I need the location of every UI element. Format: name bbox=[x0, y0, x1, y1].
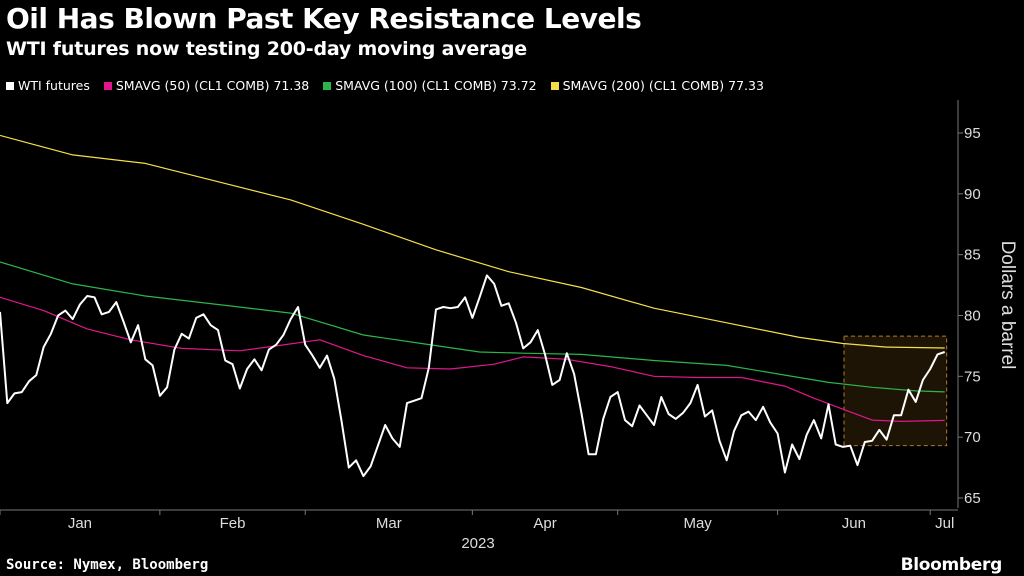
x-tick-label: Jan bbox=[68, 515, 92, 532]
legend-label-wti: WTI futures bbox=[18, 78, 90, 93]
legend-item-wti: WTI futures bbox=[6, 78, 90, 93]
y-tick-label: 80 bbox=[964, 308, 981, 325]
y-tick-label: 75 bbox=[964, 368, 981, 385]
legend-swatch-sma100 bbox=[323, 81, 332, 90]
sma50-line bbox=[0, 296, 945, 422]
y-tick-label: 90 bbox=[964, 186, 981, 203]
legend: WTI futures SMAVG (50) (CL1 COMB) 71.38 … bbox=[6, 78, 764, 93]
sma100-line bbox=[0, 261, 945, 393]
legend-swatch-wti bbox=[6, 81, 14, 90]
x-tick-label: Mar bbox=[376, 515, 402, 532]
x-tick-label: Feb bbox=[220, 515, 246, 532]
x-tick-label: Apr bbox=[533, 515, 556, 532]
legend-item-sma100: SMAVG (100) (CL1 COMB) 73.72 bbox=[323, 78, 537, 93]
chart-subtitle: WTI futures now testing 200-day moving a… bbox=[6, 38, 527, 60]
legend-label-sma50: SMAVG (50) (CL1 COMB) 71.38 bbox=[115, 78, 310, 93]
legend-label-sma100: SMAVG (100) (CL1 COMB) 73.72 bbox=[335, 78, 537, 93]
y-tick-label: 85 bbox=[964, 247, 981, 264]
y-tick-label: 65 bbox=[964, 490, 981, 507]
sma200-line bbox=[0, 134, 945, 349]
bloomberg-logo: Bloomberg bbox=[900, 555, 1003, 575]
legend-label-sma200: SMAVG (200) (CL1 COMB) 77.33 bbox=[562, 78, 764, 93]
y-tick-label: 95 bbox=[964, 125, 981, 142]
x-tick-label: May bbox=[683, 515, 712, 532]
y-tick-label: 70 bbox=[964, 429, 981, 446]
legend-swatch-sma50 bbox=[103, 81, 112, 90]
legend-item-sma50: SMAVG (50) (CL1 COMB) 71.38 bbox=[103, 78, 310, 93]
x-tick-label: Jul bbox=[935, 515, 954, 532]
legend-item-sma200: SMAVG (200) (CL1 COMB) 77.33 bbox=[550, 78, 764, 93]
chart-title: Oil Has Blown Past Key Resistance Levels bbox=[6, 2, 642, 35]
source-note: Source: Nymex, Bloomberg bbox=[6, 557, 209, 573]
y-axis-label: Dollars a barrel bbox=[997, 241, 1018, 370]
x-year-label: 2023 bbox=[461, 535, 494, 552]
x-tick-label: Jun bbox=[842, 515, 866, 532]
legend-swatch-sma200 bbox=[550, 81, 559, 90]
wti-futures-line bbox=[0, 274, 946, 478]
